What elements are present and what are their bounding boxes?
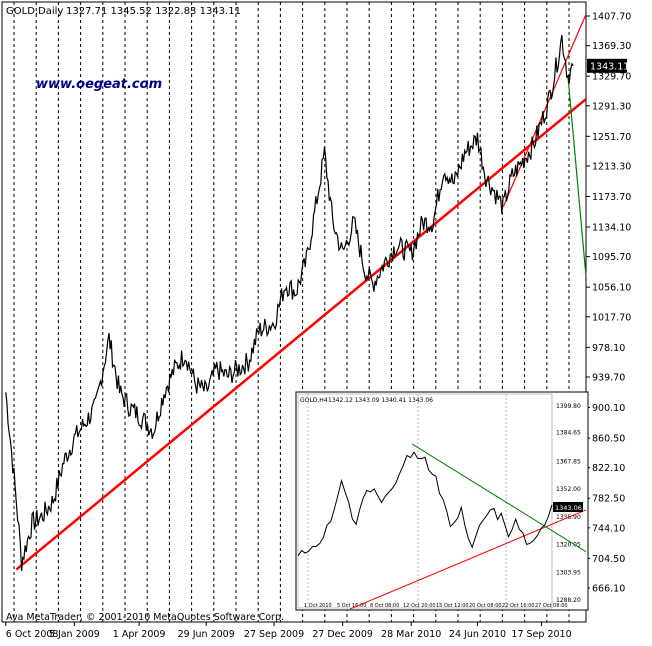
y-tick-label: 744.10 <box>592 523 625 534</box>
inset-h4-chart: 1399.801384.651367.851352.001335.901320.… <box>295 391 589 611</box>
y-tick-label: 1369.30 <box>592 41 631 52</box>
y-tick-label: 1017.70 <box>592 312 631 323</box>
x-tick-label: 27 Dec 2009 <box>312 629 373 640</box>
inset-price-series <box>297 451 553 557</box>
y-tick-label: 1329.70 <box>592 72 631 83</box>
y-tick-label: 822.10 <box>592 463 625 474</box>
inset-x-tick-label: 27 Oct 08:00 <box>535 603 568 609</box>
y-tick-label: 1134.10 <box>592 223 631 234</box>
inset-plot-area <box>297 393 553 609</box>
x-tick-label: 28 Mar 2010 <box>381 629 441 640</box>
inset-x-tick-label: 5 Oct 16:00 <box>337 603 366 609</box>
inset-x-tick-label: 8 Oct 08:00 <box>370 603 399 609</box>
inset-y-tick-label: 1320.05 <box>556 542 581 549</box>
y-tick-label: 900.10 <box>592 403 625 414</box>
inset-price-box <box>553 502 583 512</box>
inset-trendline <box>411 443 587 553</box>
inset-x-tick-label: 22 Oct 16:00 <box>502 603 535 609</box>
inset-x-tick-label: 1 Oct 2010 <box>304 603 332 609</box>
watermark-text: www.oegeat.com <box>36 77 162 92</box>
inset-x-tick-label: 12 Oct 20:00 <box>403 603 436 609</box>
inset-trendlines <box>349 443 587 610</box>
y-tick-label: 1407.70 <box>592 12 631 23</box>
inset-title: GOLD,H4 <box>300 397 328 404</box>
copyright-text: Ava MetaTrader, © 2001-2010 MetaQuotes S… <box>6 612 284 623</box>
trendline <box>15 98 587 571</box>
y-tick-label: 978.10 <box>592 343 625 354</box>
inset-y-tick-label: 1399.80 <box>556 403 581 410</box>
inset-x-axis-ticks: 1 Oct 2010 5 Oct 16:00 8 Oct 08:00 12 Oct 2… <box>304 603 568 609</box>
inset-price-label: 1343.06 <box>555 504 582 512</box>
inset-y-tick-label: 1384.65 <box>556 429 581 436</box>
x-tick-label: 24 Jun 2010 <box>449 629 506 640</box>
inset-y-tick-label: 1367.85 <box>556 459 581 466</box>
inset-x-tick-label: 15 Oct 12:00 <box>436 603 469 609</box>
y-tick-label: 1213.30 <box>592 161 631 172</box>
y-tick-label: 1095.70 <box>592 252 631 263</box>
y-tick-label: 782.50 <box>592 494 625 505</box>
y-tick-label: 1173.70 <box>592 192 631 203</box>
price-series-line <box>5 34 574 572</box>
x-tick-label: 5 Jan 2009 <box>49 629 100 640</box>
x-tick-label: 27 Sep 2009 <box>244 629 304 640</box>
x-tick-label: 29 Jun 2009 <box>178 629 235 640</box>
y-tick-label: 704.50 <box>592 554 625 565</box>
chart-symbol: GOLD,Daily <box>6 6 63 17</box>
y-tick-label: 1056.10 <box>592 283 631 294</box>
y-axis-ticks: 1407.70 1369.30 1329.70 1291.30 1251.70 1213.… <box>586 12 631 595</box>
chart-ohlc: 1327.71 1345.52 1322.83 1343.11 <box>66 6 241 17</box>
current-price-box <box>587 58 627 73</box>
y-tick-label: 1251.70 <box>592 132 631 143</box>
x-tick-label: 6 Oct 2008 <box>6 629 59 640</box>
current-price-label: 1343.11 <box>590 61 629 72</box>
inset-y-tick-label: 1352.00 <box>556 486 581 493</box>
trendline <box>567 75 587 277</box>
inset-y-tick-label: 1303.95 <box>556 570 581 577</box>
y-tick-label: 666.10 <box>592 584 625 595</box>
x-tick-label: 17 Sep 2010 <box>511 629 571 640</box>
inset-y-tick-label: 1288.20 <box>556 597 581 604</box>
y-tick-label: 1291.30 <box>592 101 631 112</box>
inset-ohlc: 1342.12 1343.09 1340.41 1343.06 <box>328 397 433 404</box>
inset-x-tick-label: 20 Oct 08:00 <box>469 603 502 609</box>
y-tick-label: 939.70 <box>592 372 625 383</box>
inset-trendline <box>349 509 587 610</box>
x-tick-label: 1 Apr 2009 <box>113 629 166 640</box>
y-tick-label: 860.50 <box>592 434 625 445</box>
